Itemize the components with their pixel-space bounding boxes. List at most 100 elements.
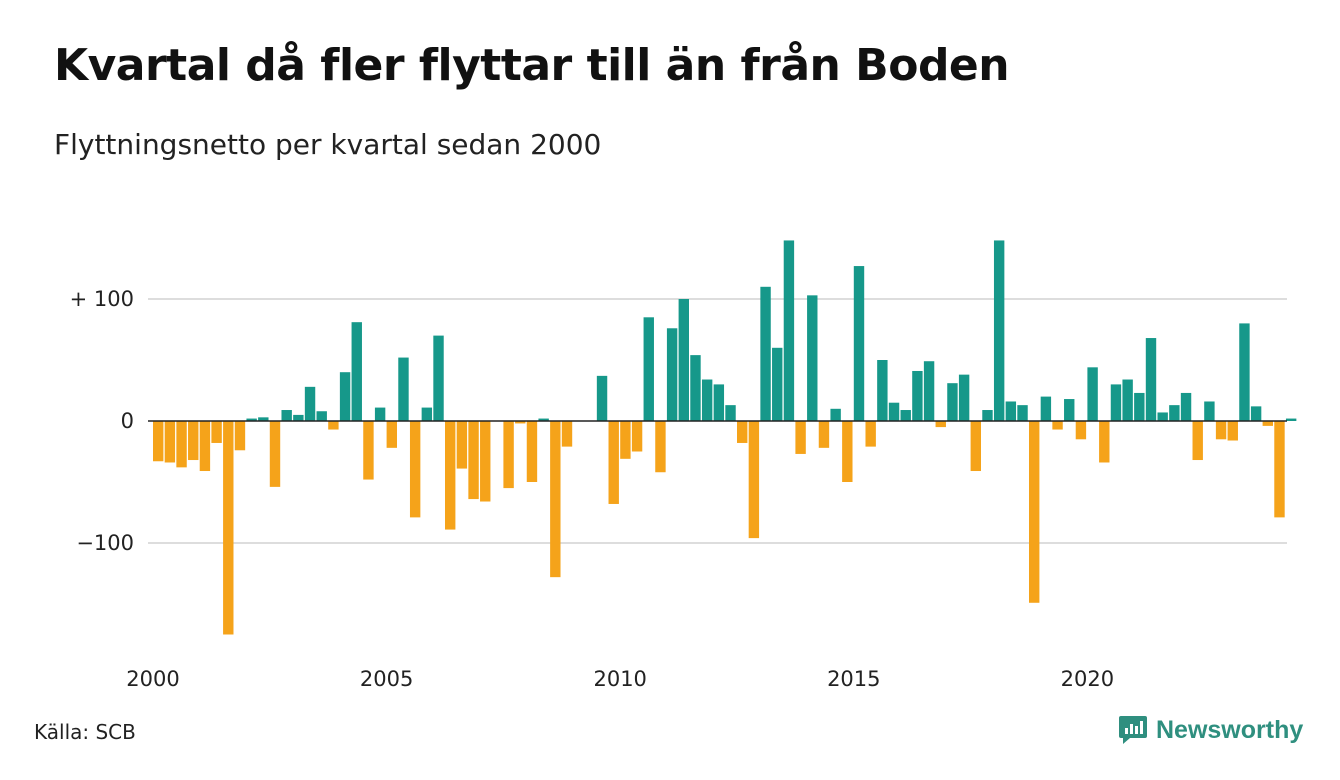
bar bbox=[538, 418, 549, 421]
x-tick-label: 2000 bbox=[126, 667, 179, 691]
bar bbox=[1285, 418, 1297, 421]
bar bbox=[433, 335, 444, 421]
x-axis-ticks: 2000 2005 2010 2015 2020 bbox=[126, 667, 1114, 691]
bar bbox=[958, 374, 970, 421]
bar bbox=[1215, 421, 1227, 440]
bar bbox=[655, 421, 666, 473]
bar bbox=[258, 417, 269, 421]
y-tick-label: + 100 bbox=[70, 287, 134, 311]
bar bbox=[304, 386, 316, 421]
x-tick-label: 2015 bbox=[827, 667, 880, 691]
bar bbox=[409, 421, 421, 518]
bar bbox=[783, 240, 795, 421]
y-tick-label: −100 bbox=[76, 531, 134, 555]
bar bbox=[620, 421, 631, 459]
bar bbox=[1145, 338, 1157, 421]
bar bbox=[1040, 396, 1052, 421]
bar bbox=[912, 370, 923, 421]
bar bbox=[1029, 421, 1040, 603]
bar bbox=[526, 421, 538, 482]
bar bbox=[1239, 323, 1250, 421]
bar bbox=[1274, 421, 1285, 518]
bar bbox=[993, 240, 1005, 421]
bar bbox=[1227, 421, 1238, 441]
bar bbox=[1134, 392, 1145, 421]
bar bbox=[550, 421, 561, 578]
bar bbox=[666, 328, 678, 421]
bar bbox=[211, 421, 222, 443]
bar-chart: + 100 0 −100 2000 2005 2010 2015 2020 bbox=[70, 240, 1297, 691]
bar bbox=[865, 421, 876, 447]
bar bbox=[1099, 421, 1110, 463]
bar bbox=[199, 421, 211, 472]
bar bbox=[363, 421, 374, 480]
bar bbox=[223, 421, 234, 635]
bar bbox=[690, 355, 701, 421]
bar bbox=[164, 421, 176, 463]
bar bbox=[1204, 401, 1215, 421]
bar bbox=[503, 421, 514, 489]
bar bbox=[748, 421, 760, 539]
bar bbox=[316, 411, 327, 421]
bar bbox=[608, 421, 619, 504]
bar bbox=[1157, 412, 1168, 421]
source-note: Källa: SCB bbox=[34, 720, 136, 744]
gridlines bbox=[148, 298, 1287, 544]
bar bbox=[1075, 421, 1087, 440]
bar bbox=[888, 402, 900, 421]
bar bbox=[176, 421, 187, 468]
x-tick-label: 2005 bbox=[360, 667, 413, 691]
bar bbox=[947, 383, 958, 421]
bar bbox=[923, 361, 935, 421]
bar bbox=[853, 266, 865, 421]
bar bbox=[328, 421, 339, 430]
bar bbox=[1087, 367, 1098, 421]
bars bbox=[153, 240, 1297, 635]
bar bbox=[398, 357, 409, 421]
bar bbox=[339, 372, 351, 421]
bar bbox=[269, 421, 281, 487]
bar bbox=[1005, 401, 1017, 421]
bar bbox=[900, 410, 911, 421]
bar bbox=[234, 421, 246, 451]
bar bbox=[643, 317, 654, 421]
bar bbox=[1110, 384, 1122, 421]
bar bbox=[807, 295, 818, 421]
bar bbox=[561, 421, 573, 447]
bar bbox=[631, 421, 643, 452]
bar bbox=[1250, 406, 1262, 421]
y-axis-ticks: + 100 0 −100 bbox=[70, 287, 134, 555]
bar bbox=[374, 407, 386, 421]
bar bbox=[281, 410, 292, 421]
bar bbox=[596, 375, 608, 421]
bar bbox=[351, 322, 362, 421]
bar bbox=[760, 286, 771, 421]
bar bbox=[795, 421, 806, 454]
bar bbox=[678, 299, 689, 421]
newsworthy-logo-icon bbox=[1119, 716, 1147, 744]
bar bbox=[713, 384, 725, 421]
bar bbox=[737, 421, 748, 443]
bar bbox=[456, 421, 468, 469]
bar bbox=[246, 418, 257, 421]
bar bbox=[982, 410, 993, 421]
bar bbox=[421, 407, 433, 421]
bar bbox=[1064, 399, 1075, 421]
bar bbox=[153, 421, 164, 462]
bar bbox=[386, 421, 397, 448]
x-tick-label: 2010 bbox=[593, 667, 646, 691]
bar bbox=[515, 421, 526, 424]
bar bbox=[1122, 379, 1133, 421]
bar bbox=[1169, 405, 1180, 421]
y-tick-label: 0 bbox=[121, 409, 134, 433]
bar bbox=[1262, 421, 1273, 426]
bar bbox=[830, 408, 841, 421]
bar bbox=[480, 421, 491, 502]
bar bbox=[1017, 405, 1028, 421]
bar bbox=[188, 421, 199, 461]
x-tick-label: 2020 bbox=[1061, 667, 1114, 691]
bar bbox=[877, 360, 888, 421]
brand-logo: Newsworthy bbox=[1118, 714, 1303, 746]
bar bbox=[970, 421, 981, 472]
bar bbox=[772, 347, 783, 421]
